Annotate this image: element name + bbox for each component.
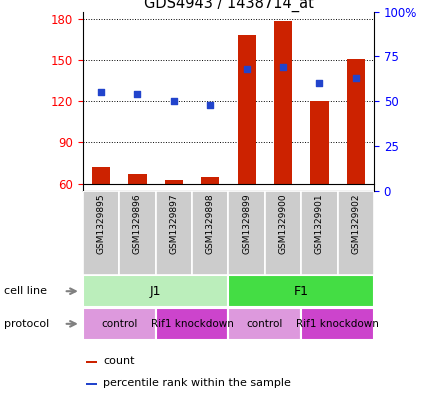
Text: Rif1 knockdown: Rif1 knockdown [150, 319, 233, 329]
Text: cell line: cell line [4, 286, 47, 296]
Bar [156, 191, 192, 275]
Bar [83, 275, 229, 307]
Text: control: control [101, 319, 137, 329]
Bar [156, 308, 229, 340]
Bar [301, 191, 337, 275]
Text: count: count [103, 356, 135, 366]
Bar [119, 191, 156, 275]
Text: GSM1329901: GSM1329901 [315, 193, 324, 254]
Bar [229, 308, 301, 340]
Text: GSM1329900: GSM1329900 [278, 193, 288, 254]
Text: Rif1 knockdown: Rif1 knockdown [296, 319, 379, 329]
Point [243, 66, 250, 72]
Bar [337, 191, 374, 275]
Bar [83, 191, 119, 275]
Point [207, 102, 214, 108]
Bar [301, 308, 374, 340]
Text: GSM1329895: GSM1329895 [96, 193, 105, 254]
Bar [347, 59, 365, 184]
Bar [238, 35, 256, 184]
Bar [192, 191, 229, 275]
Title: GDS4943 / 1438714_at: GDS4943 / 1438714_at [144, 0, 313, 12]
Text: protocol: protocol [4, 319, 49, 329]
Bar [229, 275, 374, 307]
Text: J1: J1 [150, 285, 162, 298]
Text: GSM1329896: GSM1329896 [133, 193, 142, 254]
Point [134, 91, 141, 97]
Bar [86, 383, 97, 385]
Text: F1: F1 [294, 285, 309, 298]
Bar [128, 174, 147, 184]
Bar [86, 361, 97, 364]
Text: GSM1329897: GSM1329897 [169, 193, 178, 254]
Point [170, 98, 177, 104]
Bar [165, 180, 183, 184]
Text: percentile rank within the sample: percentile rank within the sample [103, 378, 291, 388]
Bar [201, 177, 219, 184]
Bar [310, 101, 329, 184]
Point [98, 89, 105, 95]
Bar [265, 191, 301, 275]
Point [352, 75, 359, 81]
Text: GSM1329902: GSM1329902 [351, 193, 360, 253]
Text: GSM1329898: GSM1329898 [206, 193, 215, 254]
Bar [83, 308, 156, 340]
Bar [229, 191, 265, 275]
Text: GSM1329899: GSM1329899 [242, 193, 251, 254]
Point [280, 64, 286, 70]
Bar [274, 21, 292, 184]
Point [316, 80, 323, 86]
Text: control: control [246, 319, 283, 329]
Bar [92, 167, 110, 184]
